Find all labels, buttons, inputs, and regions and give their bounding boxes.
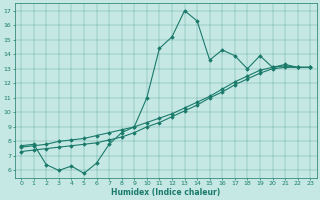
X-axis label: Humidex (Indice chaleur): Humidex (Indice chaleur) bbox=[111, 188, 220, 197]
